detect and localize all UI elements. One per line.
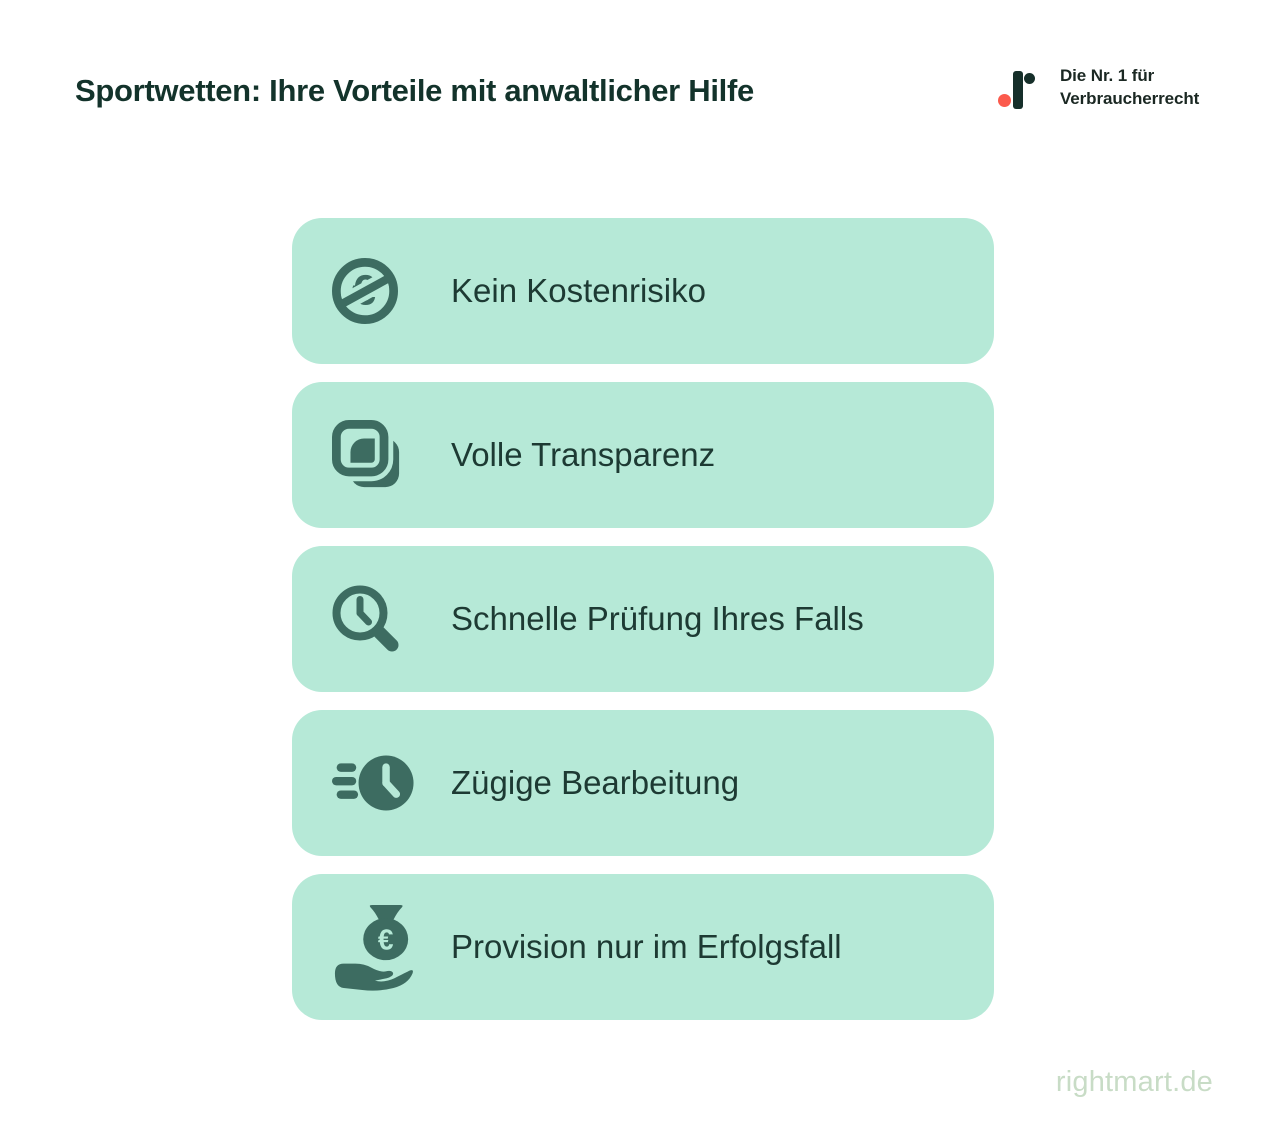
benefit-card-provision: € Provision nur im Erfolgsfall [292, 874, 994, 1020]
logo-tagline-line2: Verbraucherrecht [1060, 89, 1200, 108]
benefit-card-bearbeitung: Zügige Bearbeitung [292, 710, 994, 856]
money-bag-hand-icon: € [334, 905, 413, 991]
benefit-card-pruefung: Schnelle Prüfung Ihres Falls [292, 546, 994, 692]
benefit-label: Provision nur im Erfolgsfall [451, 928, 842, 965]
benefit-label: Zügige Bearbeitung [451, 764, 740, 801]
logo-tagline: Die Nr. 1 für Verbraucherrecht [1060, 64, 1199, 110]
speed-clock-icon [332, 755, 414, 811]
benefit-label: Kein Kostenrisiko [451, 272, 706, 309]
svg-text:€: € [378, 923, 394, 955]
euro-crossed-icon: € [332, 258, 398, 324]
page-title: Sportwetten: Ihre Vorteile mit anwaltlic… [75, 73, 754, 108]
benefit-card-transparenz: Volle Transparenz [292, 382, 994, 528]
layers-transparency-icon [332, 420, 400, 488]
rightmart-logo-icon [998, 71, 1035, 109]
magnifier-clock-icon [332, 585, 399, 652]
benefit-card-kostenrisiko: € Kein Kostenrisiko [292, 218, 994, 364]
benefits-list: € Kein Kostenrisiko Volle Transparenz [292, 218, 994, 1020]
benefit-label: Volle Transparenz [451, 436, 716, 473]
footer-domain: rightmart.de [1055, 1066, 1213, 1098]
logo-tagline-line1: Die Nr. 1 für [1060, 66, 1155, 85]
rightmart-logo: Die Nr. 1 für Verbraucherrecht [996, 63, 1199, 117]
benefit-label: Schnelle Prüfung Ihres Falls [451, 600, 864, 637]
